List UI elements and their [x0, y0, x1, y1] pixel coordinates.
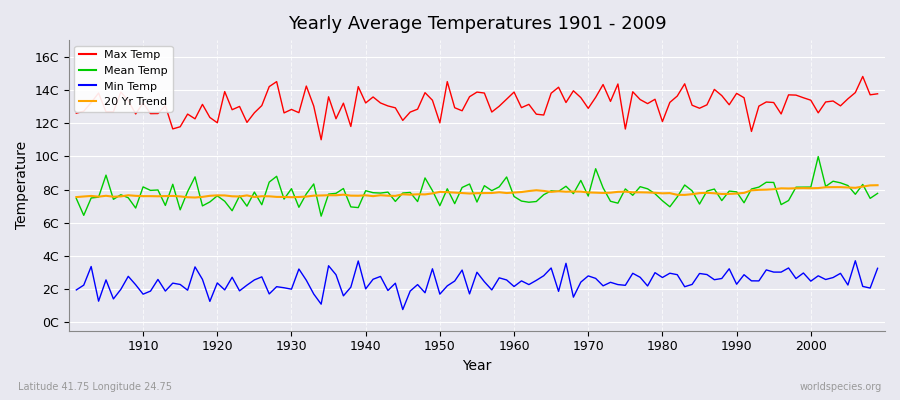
Title: Yearly Average Temperatures 1901 - 2009: Yearly Average Temperatures 1901 - 2009: [288, 15, 666, 33]
X-axis label: Year: Year: [463, 359, 491, 373]
Text: Latitude 41.75 Longitude 24.75: Latitude 41.75 Longitude 24.75: [18, 382, 172, 392]
Legend: Max Temp, Mean Temp, Min Temp, 20 Yr Trend: Max Temp, Mean Temp, Min Temp, 20 Yr Tre…: [75, 46, 173, 112]
Text: worldspecies.org: worldspecies.org: [800, 382, 882, 392]
Y-axis label: Temperature: Temperature: [15, 141, 29, 230]
